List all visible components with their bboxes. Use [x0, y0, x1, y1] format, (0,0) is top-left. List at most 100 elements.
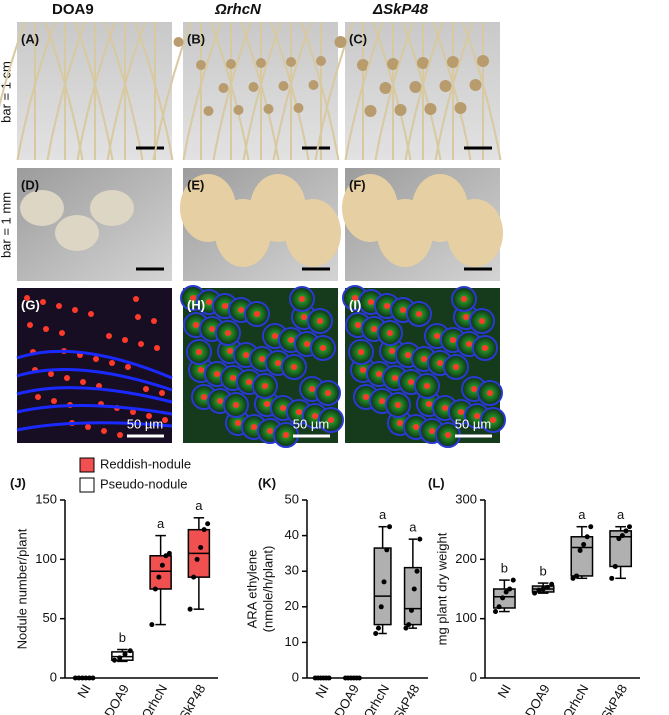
bacteroid	[325, 390, 331, 396]
bacteroid	[64, 375, 70, 381]
bacteroid	[283, 432, 289, 438]
data-point	[166, 550, 172, 556]
bacteroid	[355, 322, 361, 328]
data-point	[76, 675, 82, 681]
bacteroid	[48, 371, 54, 377]
data-point	[72, 675, 78, 681]
bacteroid	[130, 409, 136, 415]
data-point	[408, 607, 414, 613]
significance-letter: a	[409, 520, 417, 535]
y-tick-label: 100	[35, 551, 57, 566]
x-tick-label: DOA9	[101, 682, 132, 715]
bacteroid	[235, 420, 241, 426]
data-point	[492, 609, 498, 615]
y-tick-label: 0	[292, 669, 299, 684]
nodule	[203, 106, 214, 116]
scale-text: 50 µm	[127, 416, 163, 431]
box	[149, 555, 172, 590]
data-point	[86, 675, 92, 681]
bacteroid	[201, 394, 207, 400]
bacteroid	[246, 379, 252, 385]
bacteroid	[106, 333, 112, 339]
data-point	[532, 590, 538, 596]
y-tick-label: 200	[455, 551, 477, 566]
significance-letter: b	[119, 630, 126, 645]
data-point	[544, 584, 550, 590]
bacteroid	[309, 386, 315, 392]
wall	[16, 368, 173, 392]
bacteroid	[317, 318, 323, 324]
bacteroid	[40, 299, 46, 305]
bacteroid	[408, 379, 414, 385]
panel-label: (D)	[21, 177, 39, 192]
bacteroid	[445, 432, 451, 438]
bacteroid	[151, 318, 157, 324]
data-point	[403, 625, 409, 631]
data-point	[411, 586, 417, 592]
panel-label: (A)	[21, 31, 39, 46]
bacteroid	[233, 402, 239, 408]
nodule	[173, 37, 184, 47]
x-tick-label: ΔSkP48	[594, 682, 630, 715]
bacteroid	[437, 360, 443, 366]
significance-letter: a	[195, 498, 203, 513]
nodule	[454, 102, 467, 114]
bacteroid	[222, 303, 228, 309]
nodule	[248, 82, 259, 92]
data-point	[378, 604, 384, 610]
data-point	[83, 675, 89, 681]
data-point	[387, 524, 393, 530]
nodule	[285, 199, 341, 267]
bacteroid	[471, 386, 477, 392]
column-header: DOA9	[52, 1, 94, 18]
cells	[17, 288, 172, 443]
root	[152, 21, 192, 161]
root	[434, 21, 474, 161]
nodule	[424, 103, 437, 115]
bacteroid	[225, 330, 231, 336]
data-point	[577, 547, 583, 553]
nodule	[316, 56, 326, 66]
bacteroid	[299, 296, 305, 302]
bacteroid	[368, 299, 374, 305]
bacteroid	[133, 296, 139, 302]
root	[212, 21, 252, 161]
bacteroid	[405, 352, 411, 358]
data-point	[549, 581, 555, 587]
box	[373, 547, 392, 626]
column-header: ΩrhcN	[214, 1, 262, 18]
root	[374, 21, 414, 161]
y-tick-label: 10	[285, 634, 299, 649]
data-point	[609, 575, 615, 581]
bacteroid	[251, 424, 257, 430]
y-tick-label: 30	[285, 563, 299, 578]
nodule	[90, 190, 134, 226]
bacteroid	[397, 420, 403, 426]
y-axis-label: Nodule number/plant	[14, 528, 29, 649]
data-point	[414, 568, 420, 574]
nodule	[308, 80, 319, 90]
nodule	[469, 79, 482, 91]
y-tick-label: 20	[285, 598, 299, 613]
data-point	[616, 536, 622, 542]
bacteroid	[466, 341, 472, 347]
bacteroid	[358, 349, 364, 355]
nodule	[293, 103, 304, 113]
bacteroid	[198, 367, 204, 373]
root	[344, 21, 384, 161]
bacteroid	[453, 364, 459, 370]
bacteroid	[56, 303, 62, 309]
root	[16, 21, 56, 161]
nodule	[233, 105, 244, 115]
data-point	[194, 556, 200, 562]
nodule	[447, 199, 503, 267]
wall	[16, 421, 173, 432]
y-tick-label: 40	[285, 527, 299, 542]
bacteroid	[395, 402, 401, 408]
y-axis-label: (nmole/h/plant)	[260, 546, 275, 633]
bacteroid	[434, 333, 440, 339]
bacteroid	[280, 405, 286, 411]
nodule	[439, 80, 452, 92]
data-point	[536, 587, 542, 593]
scale-text: 50 µm	[293, 416, 329, 431]
